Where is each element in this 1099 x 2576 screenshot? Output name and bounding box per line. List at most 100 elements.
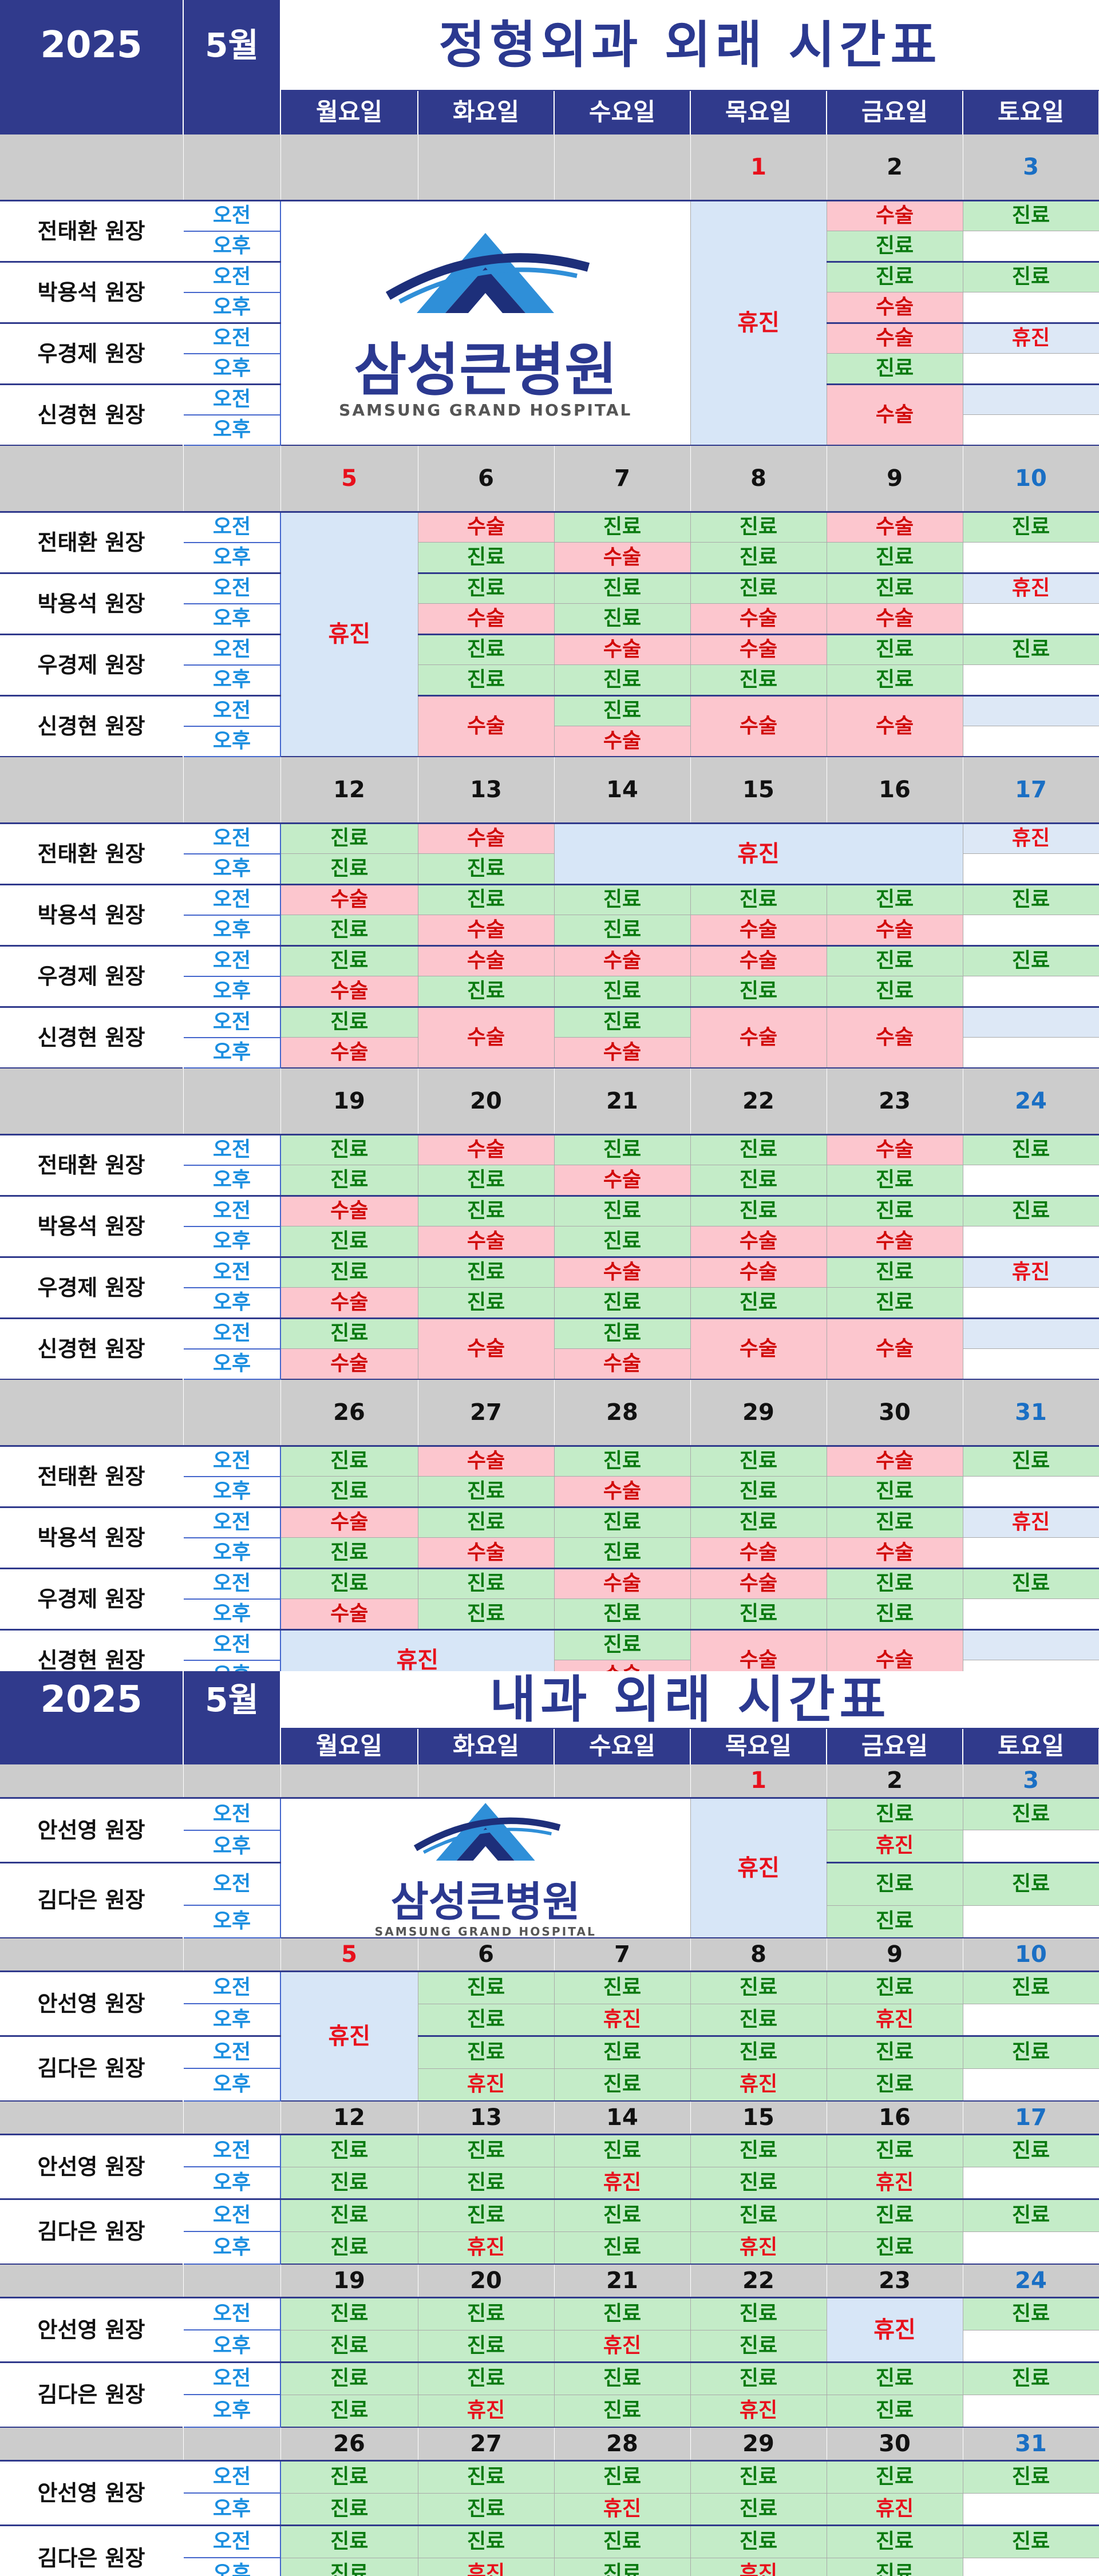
schedule-cell: 진료	[417, 1970, 555, 2004]
holiday-cell: 휴진	[690, 199, 827, 446]
schedule-cell: 진료	[280, 2557, 418, 2576]
date-cell: 1	[690, 1763, 827, 1798]
am-slot-label: 오전	[183, 2134, 281, 2168]
date-cell	[280, 133, 418, 200]
schedule-cell: 진료	[417, 2003, 555, 2037]
doctor-name: 전태환 원장	[0, 511, 184, 573]
schedule-cell: 진료	[962, 2460, 1099, 2494]
schedule-cell: 진료	[690, 2297, 827, 2330]
schedule-cell: 진료	[280, 915, 418, 946]
pm-slot-label: 오후	[183, 2068, 281, 2102]
schedule-cell: 수술	[280, 1037, 418, 1069]
doctor-name: 우경제 원장	[0, 944, 184, 1007]
schedule-cell	[962, 2166, 1099, 2200]
doctor-name: 박용석 원장	[0, 260, 184, 323]
pm-slot-label: 오후	[183, 353, 281, 385]
schedule-cell	[962, 1628, 1099, 1660]
logo-area: 삼성큰병원 SAMSUNG GRAND HOSPITAL	[280, 1797, 691, 1938]
schedule-cell: 수술	[690, 1006, 827, 1069]
am-slot-label: 오전	[183, 511, 281, 543]
date-cell: 14	[554, 2100, 691, 2135]
schedule-cell: 진료	[826, 1506, 963, 1538]
schedule-cell: 진료	[280, 2166, 418, 2200]
am-slot-label: 오전	[183, 883, 281, 916]
schedule-cell: 진료	[417, 1256, 555, 1288]
date-cell: 12	[280, 2100, 418, 2135]
schedule-cell: 진료	[826, 2198, 963, 2232]
schedule-cell: 진료	[417, 1165, 555, 1196]
schedule-cell: 진료	[690, 1970, 827, 2004]
schedule-cell: 진료	[962, 1445, 1099, 1477]
holiday-cell: 휴진	[280, 1970, 418, 2102]
schedule-title: 정형외과 외래 시간표	[280, 0, 1099, 91]
schedule-cell: 진료	[554, 1006, 691, 1038]
schedule-cell: 진료	[554, 1287, 691, 1319]
schedule-cell	[962, 1287, 1099, 1319]
pm-slot-label: 오후	[183, 1537, 281, 1569]
month-label: 5월	[183, 0, 281, 90]
date-blank	[183, 1067, 281, 1134]
schedule-cell	[962, 1598, 1099, 1630]
doctor-name: 안선영 원장	[0, 2460, 184, 2526]
schedule-cell: 진료	[962, 2035, 1099, 2069]
schedule-cell: 수술	[280, 1348, 418, 1380]
doctor-name: 박용석 원장	[0, 883, 184, 945]
schedule-cell: 수술	[690, 1567, 827, 1599]
pm-slot-label: 오후	[183, 664, 281, 696]
doctor-name: 박용석 원장	[0, 1194, 184, 1257]
date-cell	[418, 133, 555, 200]
schedule-cell: 휴진	[826, 2166, 963, 2200]
doctor-name: 안선영 원장	[0, 1970, 184, 2036]
doctor-name: 김다은 원장	[0, 2361, 184, 2427]
schedule-cell: 진료	[826, 883, 963, 915]
schedule-cell	[962, 1165, 1099, 1196]
date-blank	[183, 1763, 281, 1798]
schedule-cell: 진료	[554, 976, 691, 1007]
schedule-cell: 수술	[826, 603, 963, 635]
date-cell: 6	[418, 445, 555, 512]
schedule-cell: 수술	[826, 1133, 963, 1165]
pm-slot-label: 오후	[183, 414, 281, 446]
schedule-cell: 진료	[417, 572, 555, 604]
schedule-cell: 진료	[826, 1194, 963, 1226]
schedule-cell: 진료	[690, 1476, 827, 1507]
am-slot-label: 오전	[183, 1506, 281, 1538]
date-cell: 29	[690, 2426, 827, 2461]
date-blank	[0, 1937, 184, 1972]
schedule-cell: 진료	[554, 1317, 691, 1349]
weekday-header: 금요일	[827, 90, 963, 134]
am-slot-label: 오전	[183, 1006, 281, 1038]
date-cell: 30	[827, 2426, 963, 2461]
schedule-cell	[962, 1537, 1099, 1569]
ortho-table: 2025 5월 정형외과 외래 시간표 월요일 화요일 수요일 목요일 금요일 토요일 1 2 3 전태…	[0, 0, 1099, 1691]
schedule-cell: 수술	[417, 694, 555, 757]
schedule-cell: 진료	[690, 2492, 827, 2526]
schedule-cell: 진료	[962, 2361, 1099, 2395]
date-cell: 13	[418, 2100, 555, 2135]
holiday-cell: 휴진	[826, 2297, 963, 2363]
schedule-cell: 휴진	[962, 1256, 1099, 1288]
date-cell: 27	[418, 1379, 555, 1446]
schedule-cell: 휴진	[962, 572, 1099, 604]
schedule-cell: 진료	[690, 976, 827, 1007]
schedule-cell: 수술	[417, 944, 555, 976]
am-slot-label: 오전	[183, 1256, 281, 1288]
date-blank	[183, 1937, 281, 1972]
date-cell: 19	[280, 2263, 418, 2298]
schedule-cell: 진료	[280, 1317, 418, 1349]
doctor-name: 전태환 원장	[0, 1445, 184, 1507]
pm-slot-label: 오후	[183, 2231, 281, 2265]
schedule-cell: 진료	[280, 2460, 418, 2494]
schedule-cell: 수술	[826, 199, 963, 231]
schedule-cell: 수술	[280, 1506, 418, 1538]
schedule-cell: 휴진	[826, 1830, 963, 1863]
pm-slot-label: 오후	[183, 1348, 281, 1380]
am-slot-label: 오전	[183, 822, 281, 854]
schedule-cell: 진료	[690, 2361, 827, 2395]
schedule-cell: 진료	[826, 2035, 963, 2069]
hospital-name: 삼성큰병원	[354, 337, 618, 404]
schedule-cell: 진료	[417, 542, 555, 573]
date-blank	[183, 2426, 281, 2461]
schedule-cell: 수술	[690, 603, 827, 635]
date-cell: 29	[690, 1379, 827, 1446]
